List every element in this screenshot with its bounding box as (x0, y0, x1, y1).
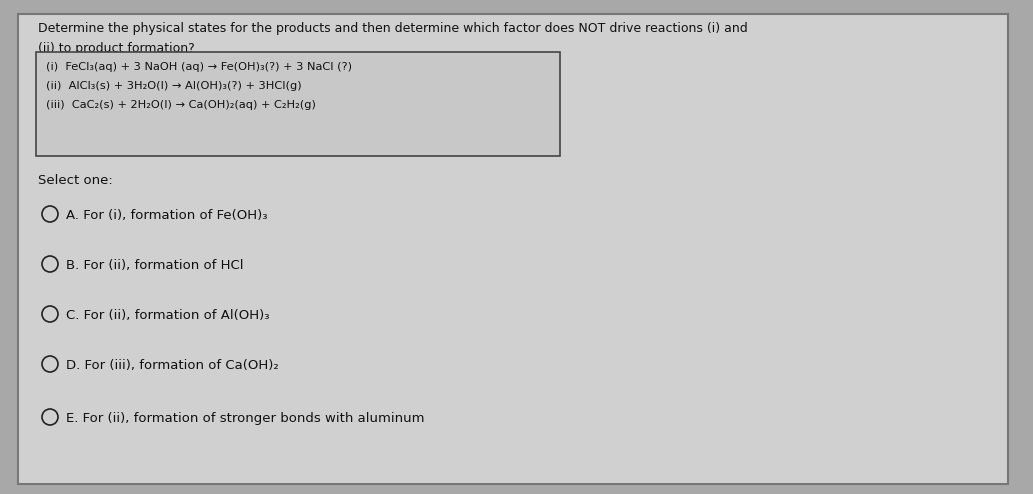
Text: (iii)  CaC₂(s) + 2H₂O(l) → Ca(OH)₂(aq) + C₂H₂(g): (iii) CaC₂(s) + 2H₂O(l) → Ca(OH)₂(aq) + … (46, 100, 316, 110)
Text: D. For (iii), formation of Ca(OH)₂: D. For (iii), formation of Ca(OH)₂ (66, 359, 279, 372)
Text: Select one:: Select one: (38, 174, 113, 187)
Text: (ii)  AlCl₃(s) + 3H₂O(l) → Al(OH)₃(?) + 3HCl(g): (ii) AlCl₃(s) + 3H₂O(l) → Al(OH)₃(?) + 3… (46, 81, 302, 91)
Text: E. For (ii), formation of stronger bonds with aluminum: E. For (ii), formation of stronger bonds… (66, 412, 425, 425)
Circle shape (42, 206, 58, 222)
Circle shape (42, 409, 58, 425)
Text: A. For (i), formation of Fe(OH)₃: A. For (i), formation of Fe(OH)₃ (66, 209, 268, 222)
Text: B. For (ii), formation of HCl: B. For (ii), formation of HCl (66, 259, 244, 272)
Text: (ii) to product formation?: (ii) to product formation? (38, 42, 195, 55)
Text: (i)  FeCl₃(aq) + 3 NaOH (aq) → Fe(OH)₃(?) + 3 NaCl (?): (i) FeCl₃(aq) + 3 NaOH (aq) → Fe(OH)₃(?)… (46, 62, 352, 72)
Text: Determine the physical states for the products and then determine which factor d: Determine the physical states for the pr… (38, 22, 748, 35)
FancyBboxPatch shape (36, 52, 560, 156)
Text: C. For (ii), formation of Al(OH)₃: C. For (ii), formation of Al(OH)₃ (66, 309, 270, 322)
FancyBboxPatch shape (18, 14, 1008, 484)
Circle shape (42, 256, 58, 272)
Circle shape (42, 356, 58, 372)
Circle shape (42, 306, 58, 322)
